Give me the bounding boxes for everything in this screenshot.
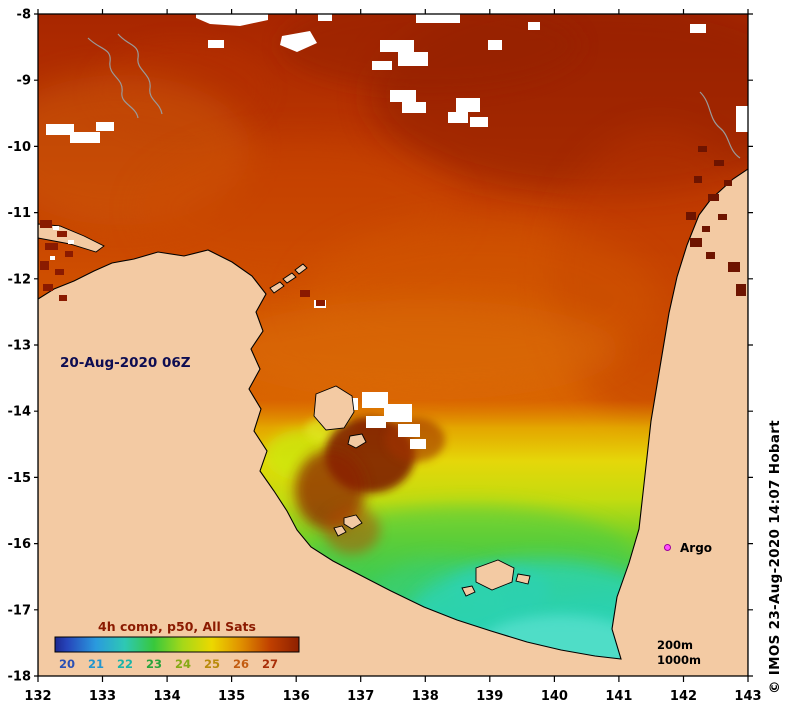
y-tick-label: -9	[17, 74, 31, 89]
x-tick-label: 136	[283, 689, 310, 704]
sst-warm-texture	[38, 14, 748, 430]
colorbar: 4h comp, p50, All Sats 20 21 22 23 24 25…	[54, 619, 300, 671]
x-tick-label: 142	[670, 689, 697, 704]
credit-label: © IMOS 23-Aug-2020 14:07 Hobart	[767, 420, 783, 694]
x-tick-label: 138	[412, 689, 439, 704]
date-label: 20-Aug-2020 06Z	[60, 355, 191, 371]
x-tick-label: 133	[89, 689, 116, 704]
colorbar-tick-label: 20	[59, 657, 75, 671]
colorbar-gradient	[54, 636, 300, 653]
y-tick-label: -18	[8, 670, 32, 685]
island-cobourg	[38, 223, 105, 253]
land-mainland	[38, 168, 748, 676]
axis-ticks	[34, 9, 753, 682]
island-pellew	[343, 514, 363, 530]
x-tick-label: 137	[347, 689, 374, 704]
island-groote	[313, 385, 355, 431]
island-specks	[40, 146, 746, 306]
depth-200m-label: 200m	[657, 638, 693, 652]
argo-label: Argo	[680, 541, 712, 555]
colorbar-tick-label: 25	[204, 657, 220, 671]
x-tick-label: 135	[218, 689, 245, 704]
x-tick-label: 132	[24, 689, 51, 704]
y-tick-label: -12	[8, 272, 32, 287]
x-axis-labels: 132 133 134 135 136 137 138 139 140 141 …	[24, 689, 761, 704]
colorbar-tick-label: 21	[88, 657, 104, 671]
x-tick-label: 141	[605, 689, 632, 704]
colorbar-title: 4h comp, p50, All Sats	[98, 619, 256, 634]
cloud-gaps	[46, 14, 748, 449]
colorbar-tick-label: 26	[233, 657, 249, 671]
y-tick-label: -14	[8, 405, 32, 420]
map-area: 20-Aug-2020 06Z 4h comp, p50, All Sats 2…	[38, 14, 748, 676]
colorbar-tick-label: 22	[117, 657, 133, 671]
x-tick-label: 134	[154, 689, 181, 704]
depth-1000m-label: 1000m	[657, 653, 701, 667]
y-tick-label: -11	[8, 206, 32, 221]
y-tick-label: -8	[17, 8, 31, 23]
y-axis-labels: -8 -9 -10 -11 -12 -13 -14 -15 -16 -17 -1…	[8, 8, 32, 685]
bathymetry-contours	[87, 33, 741, 159]
y-tick-label: -13	[8, 339, 32, 354]
colorbar-tick-label: 24	[175, 657, 191, 671]
x-tick-label: 139	[476, 689, 503, 704]
islands	[38, 223, 531, 597]
argo-marker-icon	[664, 544, 671, 551]
y-tick-label: -16	[8, 537, 32, 552]
x-tick-label: 143	[734, 689, 761, 704]
y-tick-label: -10	[8, 140, 32, 155]
y-tick-label: -15	[8, 471, 32, 486]
y-tick-label: -17	[8, 603, 32, 618]
colorbar-tick-label: 27	[262, 657, 278, 671]
x-tick-label: 140	[541, 689, 568, 704]
island-mornington	[475, 559, 515, 591]
colorbar-tick-label: 23	[146, 657, 162, 671]
